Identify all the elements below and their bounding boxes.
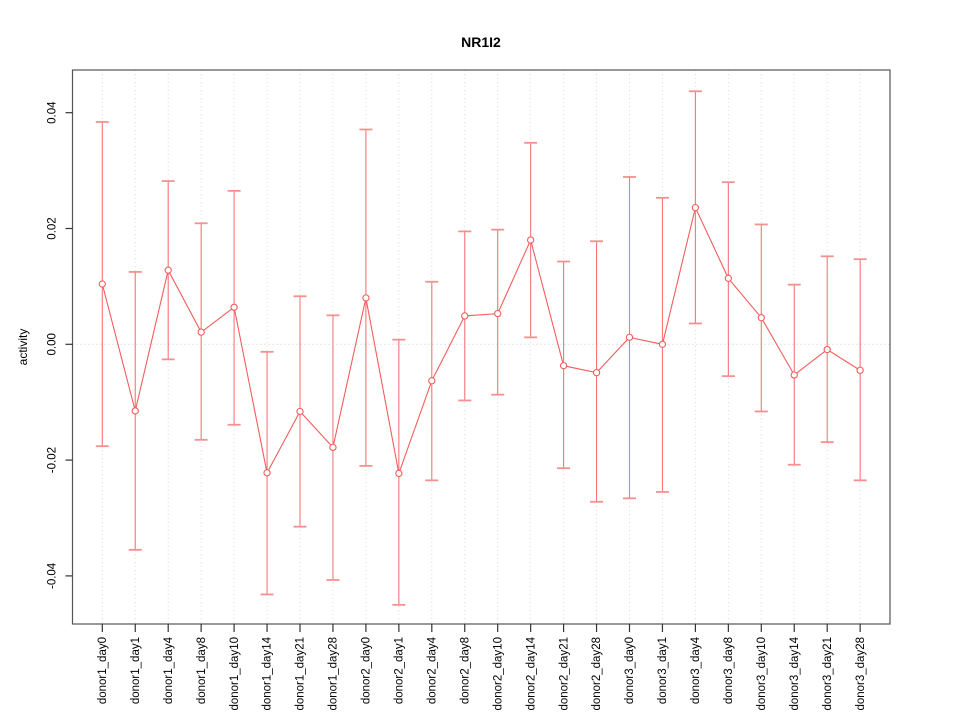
x-tick-label: donor1_day4: [163, 636, 175, 704]
data-point: [559, 362, 568, 370]
data-point: [395, 469, 403, 478]
x-tick-label: donor3_day4: [690, 636, 702, 704]
data-point: [362, 294, 370, 302]
x-tick-label: donor1_day21: [295, 637, 307, 711]
x-tick-label: donor3_day14: [789, 636, 801, 710]
x-tick-label: donor2_day1: [394, 637, 406, 704]
x-tick-label: donor2_day21: [558, 637, 570, 711]
x-tick-label: donor3_day28: [855, 637, 867, 711]
x-tick-label: donor3_day10: [756, 637, 768, 711]
data-point: [428, 377, 436, 385]
y-axis-label: activity: [16, 329, 30, 366]
x-tick-label: donor3_day21: [822, 637, 834, 711]
x-tick-label: donor2_day4: [426, 636, 438, 704]
x-tick-label: donor3_day0: [624, 637, 636, 704]
data-point: [724, 274, 732, 282]
data-point: [164, 266, 172, 274]
series-line: [101, 205, 861, 476]
x-tick-label: donor2_day0: [361, 637, 373, 704]
data-point: [296, 407, 304, 416]
data-point: [691, 204, 700, 212]
data-point: [197, 328, 205, 336]
x-tick-label: donor1_day10: [229, 637, 241, 711]
x-tick-label: donor3_day1: [657, 637, 669, 704]
x-tick-label: donor1_day28: [328, 637, 340, 711]
y-tick-label: 0.04: [47, 101, 59, 124]
x-tick-label: donor2_day10: [492, 637, 504, 711]
y-tick-label: -0.04: [47, 562, 59, 589]
data-point: [592, 369, 601, 377]
data-point: [494, 309, 502, 318]
grid-layer: [72, 70, 890, 624]
chart-title: NR1I2: [461, 34, 501, 50]
data-point: [527, 236, 535, 244]
data-point: [263, 469, 271, 477]
x-tick-label: donor2_day28: [591, 637, 603, 711]
data-point: [461, 312, 469, 320]
data-layer: [95, 90, 867, 606]
plot-box: [71, 69, 891, 625]
x-tick-label: donor1_day14: [262, 636, 274, 710]
x-tick-label: donor2_day8: [459, 637, 471, 704]
y-tick-label: 0.00: [47, 333, 59, 355]
x-tick-label: donor1_day8: [196, 637, 208, 704]
data-point: [625, 333, 634, 342]
x-tick-label: donor1_day1: [130, 637, 142, 704]
data-point: [790, 371, 798, 379]
axis-layer: -0.04 -0.02 0.00 0.02 0.04 donor1_day0 donor1_…: [47, 69, 891, 711]
y-tick-label: -0.02: [47, 447, 59, 473]
data-point: [98, 280, 106, 288]
data-point: [823, 345, 831, 354]
data-point: [329, 443, 337, 452]
y-tick-label: 0.02: [47, 217, 59, 239]
data-point: [856, 366, 864, 375]
x-tick-label: donor1_day0: [97, 637, 109, 704]
x-tick-label: donor2_day14: [525, 636, 537, 710]
data-point: [658, 340, 667, 348]
data-point: [757, 314, 765, 322]
data-point: [230, 303, 238, 311]
data-point: [131, 407, 139, 415]
x-tick-label: donor3_day8: [723, 637, 735, 704]
